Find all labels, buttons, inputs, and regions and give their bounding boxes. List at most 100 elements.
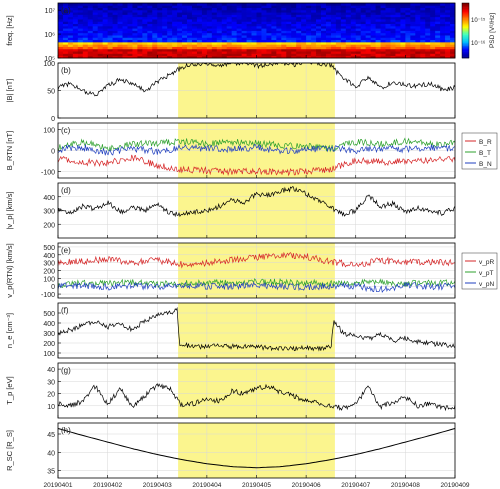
spectrogram-cell	[395, 25, 401, 29]
spectrogram-cell	[137, 21, 143, 25]
spectrogram-cell	[216, 23, 223, 27]
spectrogram-cell	[221, 3, 228, 6]
spectrogram-cell	[117, 14, 123, 18]
spectrogram-cell	[72, 53, 79, 57]
panel-frame	[57, 122, 456, 179]
spectrogram-cell	[425, 32, 431, 36]
spectrogram-cell	[251, 32, 257, 36]
spectrogram-cell	[152, 37, 158, 41]
spectrogram-cell	[191, 23, 198, 27]
spectrogram-cell	[201, 9, 208, 13]
spectrogram-cell	[117, 39, 123, 43]
spectrogram-cell	[440, 14, 446, 18]
spectrogram-cell	[167, 30, 173, 34]
spectrogram-cell	[201, 41, 208, 45]
spectrogram-cell	[380, 21, 386, 25]
spectrogram-cell	[335, 5, 342, 8]
spectrogram-cell	[365, 5, 372, 8]
spectrogram-cell	[177, 23, 183, 27]
spectrogram-cell	[196, 5, 203, 8]
colorbar-step	[462, 4, 469, 7]
spectrogram-cell	[201, 28, 208, 31]
spectrogram-cell	[425, 19, 431, 22]
spectrogram-cell	[365, 39, 372, 43]
spectrogram-cell	[117, 30, 123, 34]
spectrogram-cell	[321, 30, 327, 34]
spectrogram-cell	[152, 19, 158, 22]
spectrogram-cell	[440, 41, 446, 45]
spectrogram-cell	[301, 41, 307, 45]
spectrogram-cell	[177, 53, 183, 57]
spectrogram-cell	[142, 51, 148, 54]
spectrogram-cell	[420, 32, 426, 36]
spectrogram-cell	[335, 7, 342, 11]
spectrogram-cell	[266, 16, 272, 20]
spectrogram-cell	[82, 7, 89, 11]
spectrogram-cell	[246, 48, 252, 52]
y-tick-label: 200	[43, 269, 55, 276]
legend-entry: B_R	[479, 139, 492, 146]
spectrogram-cell	[281, 55, 287, 59]
spectrogram-cell	[206, 25, 213, 29]
spectrogram-cell	[330, 46, 337, 50]
spectrogram-cell	[58, 35, 64, 38]
spectrogram-cell	[62, 46, 69, 50]
spectrogram-cell	[67, 46, 74, 50]
spectrogram-cell	[187, 28, 193, 31]
spectrogram-cell	[410, 28, 416, 31]
spectrogram-cell	[251, 41, 257, 45]
spectrogram-cell	[82, 41, 89, 45]
spectrogram-cell	[82, 5, 89, 8]
spectrogram-cell	[435, 9, 441, 13]
spectrogram-cell	[340, 16, 347, 20]
y-axis-label: T_p [eV]	[5, 376, 14, 404]
spectrogram-cell	[415, 16, 421, 20]
spectrogram-cell	[206, 19, 213, 22]
spectrogram-cell	[77, 53, 84, 57]
spectrogram-cell	[211, 14, 218, 18]
spectrogram-cell	[231, 48, 238, 52]
spectrogram-cell	[182, 23, 188, 27]
spectrogram-cell	[152, 28, 158, 31]
spectrogram-cell	[142, 35, 148, 38]
spectrogram-cell	[251, 3, 257, 6]
colorbar-frame	[461, 2, 470, 59]
y-tick-label: 100	[43, 351, 55, 358]
spectrogram-cell	[182, 7, 188, 11]
spectrogram-cell	[440, 19, 446, 22]
spectrogram-cell	[415, 35, 421, 38]
spectrogram-cell	[435, 30, 441, 34]
y-axis-label: n_e [cm⁻³]	[5, 313, 14, 348]
spectrogram-cell	[400, 48, 406, 52]
spectrogram-cell	[182, 51, 188, 54]
spectrogram-cell	[58, 12, 64, 15]
spectrogram-cell	[102, 16, 109, 20]
spectrogram-cell	[246, 12, 252, 15]
spectrogram-cell	[157, 30, 163, 34]
spectrogram-cell	[221, 53, 228, 57]
spectrogram-cell	[281, 46, 287, 50]
spectrogram-cell	[236, 51, 243, 54]
spectrogram-cell	[375, 12, 381, 15]
spectrogram-cell	[87, 28, 94, 31]
spectrogram-cell	[306, 28, 312, 31]
spectrogram-cell	[231, 44, 238, 47]
spectrogram-cell	[276, 16, 282, 20]
spectrogram-cell	[325, 32, 332, 36]
spectrogram-cell	[211, 7, 218, 11]
spectrogram-cell	[246, 25, 252, 29]
spectrogram-cell	[191, 21, 198, 25]
spectrogram-cell	[405, 55, 411, 59]
spectrogram-cell	[350, 28, 357, 31]
spectrogram-cell	[72, 19, 79, 22]
spectrogram-cell	[206, 21, 213, 25]
y-tick-label: 100	[43, 127, 55, 134]
spectrogram-cell	[82, 16, 89, 20]
spectrogram-cell	[261, 28, 267, 31]
spectrogram-cell	[82, 32, 89, 36]
spectrogram-cell	[157, 3, 163, 6]
spectrogram-cell	[291, 51, 297, 54]
spectrogram-cell	[420, 41, 426, 45]
spectrogram-cell	[335, 30, 342, 34]
spectrogram-cell	[231, 51, 238, 54]
